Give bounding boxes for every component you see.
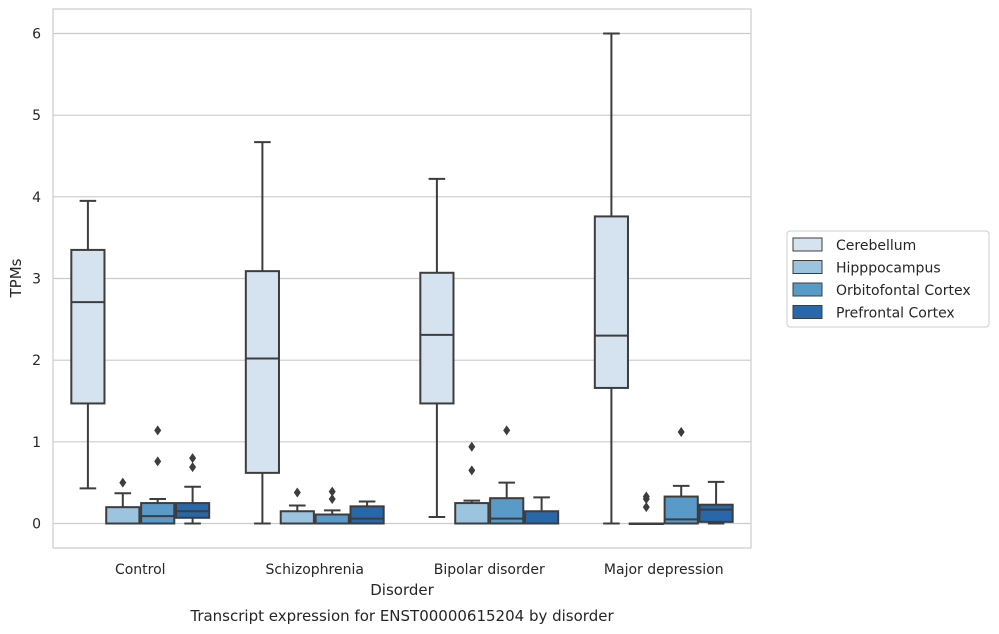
box-iqr: [140, 502, 176, 525]
outlier-point: [154, 456, 162, 467]
box-iqr: [454, 502, 490, 525]
y-tick-label: 5: [32, 108, 41, 124]
outlier-point: [642, 491, 650, 502]
box-iqr: [489, 497, 525, 525]
outlier-point: [189, 453, 197, 464]
box-prefrontal-cortex: [349, 500, 385, 525]
box-iqr: [105, 506, 141, 525]
legend-swatch: [792, 305, 823, 319]
box-iqr: [244, 270, 280, 474]
x-tick-label: Bipolar disorder: [434, 562, 545, 578]
box-iqr: [593, 215, 629, 389]
chart-title: Transcript expression for ENST0000061520…: [189, 607, 614, 625]
box-orbitofontal-cortex: [314, 486, 350, 525]
box-prefrontal-cortex: [524, 496, 560, 525]
box-hipppocampus: [454, 441, 490, 525]
outlier-point: [328, 494, 336, 504]
legend-swatch: [792, 282, 823, 297]
box-cerebellum: [593, 32, 629, 525]
legend-label: Hipppocampus: [836, 261, 941, 277]
legend-swatch: [792, 237, 823, 252]
legend-label: Prefrontal Cortex: [836, 306, 955, 322]
plot-area-frame: [52, 8, 752, 549]
outlier-point: [293, 487, 301, 498]
x-axis-ticks: Control Schizophrenia Bipolar disorder Majo…: [115, 562, 724, 578]
y-tick-label: 6: [32, 27, 41, 43]
outlier-point: [328, 486, 336, 497]
outlier-point: [503, 425, 511, 436]
legend-label: Cerebellum: [836, 238, 916, 254]
box-iqr: [314, 513, 350, 525]
y-tick-label: 2: [32, 353, 41, 369]
y-axis-ticks: 0 1 2 3 4 5 6: [32, 27, 41, 533]
outlier-point: [642, 502, 650, 513]
box-iqr: [70, 248, 106, 405]
grid-lines: [53, 32, 751, 525]
box-prefrontal-cortex: [698, 480, 734, 525]
x-tick-label: Schizophrenia: [266, 562, 364, 578]
box-cerebellum: [244, 141, 280, 525]
legend-swatch: [792, 260, 823, 274]
legend-label: Orbitofontal Cortex: [836, 283, 971, 299]
box-iqr: [279, 510, 315, 525]
outlier-point: [468, 441, 476, 452]
box-iqr: [419, 271, 455, 405]
box-prefrontal-cortex: [175, 453, 211, 525]
outlier-point: [468, 465, 476, 476]
outlier-point: [119, 477, 127, 488]
boxes-layer: [70, 32, 734, 525]
x-axis-label: Disorder: [370, 581, 434, 599]
box-iqr: [349, 505, 385, 525]
box-orbitofontal-cortex: [140, 425, 176, 525]
box-hipppocampus: [105, 477, 141, 525]
outlier-point: [189, 462, 197, 473]
box-iqr: [698, 503, 734, 523]
x-tick-label: Control: [115, 562, 166, 578]
box-cerebellum: [419, 177, 455, 518]
box-iqr: [524, 510, 560, 525]
outlier-point: [154, 425, 162, 436]
box-orbitofontal-cortex: [489, 425, 525, 525]
y-tick-label: 4: [32, 190, 41, 206]
box-hipppocampus: [279, 487, 315, 525]
y-tick-label: 3: [32, 272, 41, 288]
box-cerebellum: [70, 199, 106, 490]
y-axis-label: TPMs: [7, 258, 25, 298]
x-tick-label: Major depression: [604, 562, 724, 578]
outlier-point: [677, 427, 685, 438]
box-hipppocampus: [628, 491, 664, 525]
y-tick-label: 0: [32, 517, 41, 533]
legend: Cerebellum Hipppocampus Orbitofontal Corte…: [786, 230, 990, 328]
legend-frame: [786, 230, 990, 328]
y-tick-label: 1: [32, 435, 41, 451]
box-orbitofontal-cortex: [663, 427, 699, 525]
